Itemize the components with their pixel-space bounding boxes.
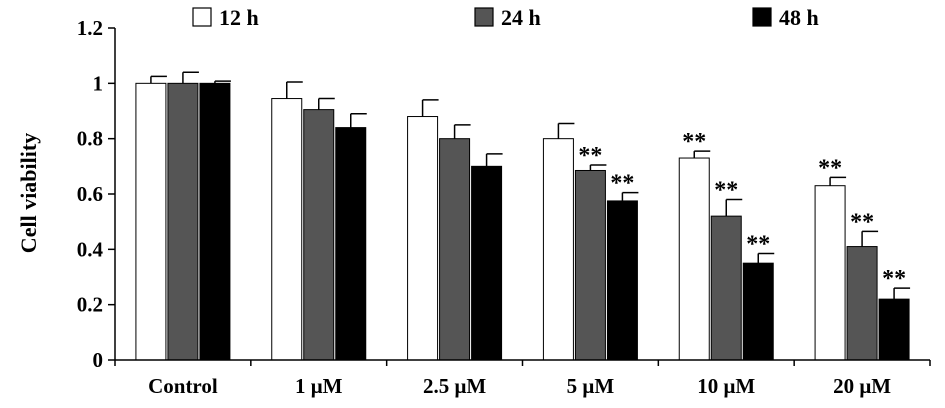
significance-label: **: [818, 155, 842, 181]
x-tick-label: Control: [148, 374, 218, 398]
legend-label: 24 h: [501, 5, 541, 30]
legend-label: 12 h: [219, 5, 259, 30]
significance-label: **: [682, 129, 706, 155]
x-tick-label: 1 μM: [295, 374, 343, 398]
bar: [303, 109, 335, 361]
axes: 0 0.2 0.4 0.6 0.8 1 1.2 Control 1 μM 2.5 μM 5 μM 10…: [77, 16, 931, 398]
bar: [878, 298, 910, 361]
bar: [407, 116, 439, 361]
legend: 12 h 24 h 48 h: [192, 5, 819, 30]
bar: [678, 157, 710, 361]
significance-label: **: [714, 178, 738, 204]
significance-label: **: [578, 143, 602, 169]
y-tick-label: 0.6: [77, 182, 103, 206]
bar: [439, 138, 471, 361]
x-tick-label: 10 μM: [697, 374, 755, 398]
bar: [271, 98, 303, 361]
y-tick-label: 0.2: [77, 293, 103, 317]
significance-label: **: [746, 231, 770, 257]
bar: [135, 82, 167, 361]
y-tick-label: 0.4: [77, 237, 104, 261]
bar: [710, 215, 742, 361]
significance-label: **: [850, 209, 874, 235]
significance-label: **: [610, 171, 634, 197]
bar: [574, 169, 606, 361]
bar: [199, 82, 231, 361]
bar: [471, 165, 503, 361]
legend-swatch: [752, 7, 772, 27]
x-tick-label: 20 μM: [833, 374, 891, 398]
y-tick-label: 1: [93, 71, 104, 95]
y-tick-label: 0: [93, 348, 104, 372]
bar: [814, 185, 846, 361]
y-tick-label: 1.2: [77, 16, 103, 40]
x-tick-label: 2.5 μM: [423, 374, 486, 398]
significance-label: **: [882, 266, 906, 292]
x-tick-label: 5 μM: [567, 374, 615, 398]
y-axis-label: Cell viability: [16, 133, 41, 253]
bar: [742, 262, 774, 361]
bar: [542, 138, 574, 361]
bar: [167, 82, 199, 361]
legend-label: 48 h: [779, 5, 819, 30]
legend-swatch: [474, 7, 494, 27]
bar: [335, 127, 367, 361]
bar: [606, 200, 638, 361]
plot-area: ** ** ** ** ** ** ** **: [135, 71, 911, 361]
bar: [846, 246, 878, 361]
y-tick-label: 0.8: [77, 127, 103, 151]
legend-swatch: [192, 7, 212, 27]
